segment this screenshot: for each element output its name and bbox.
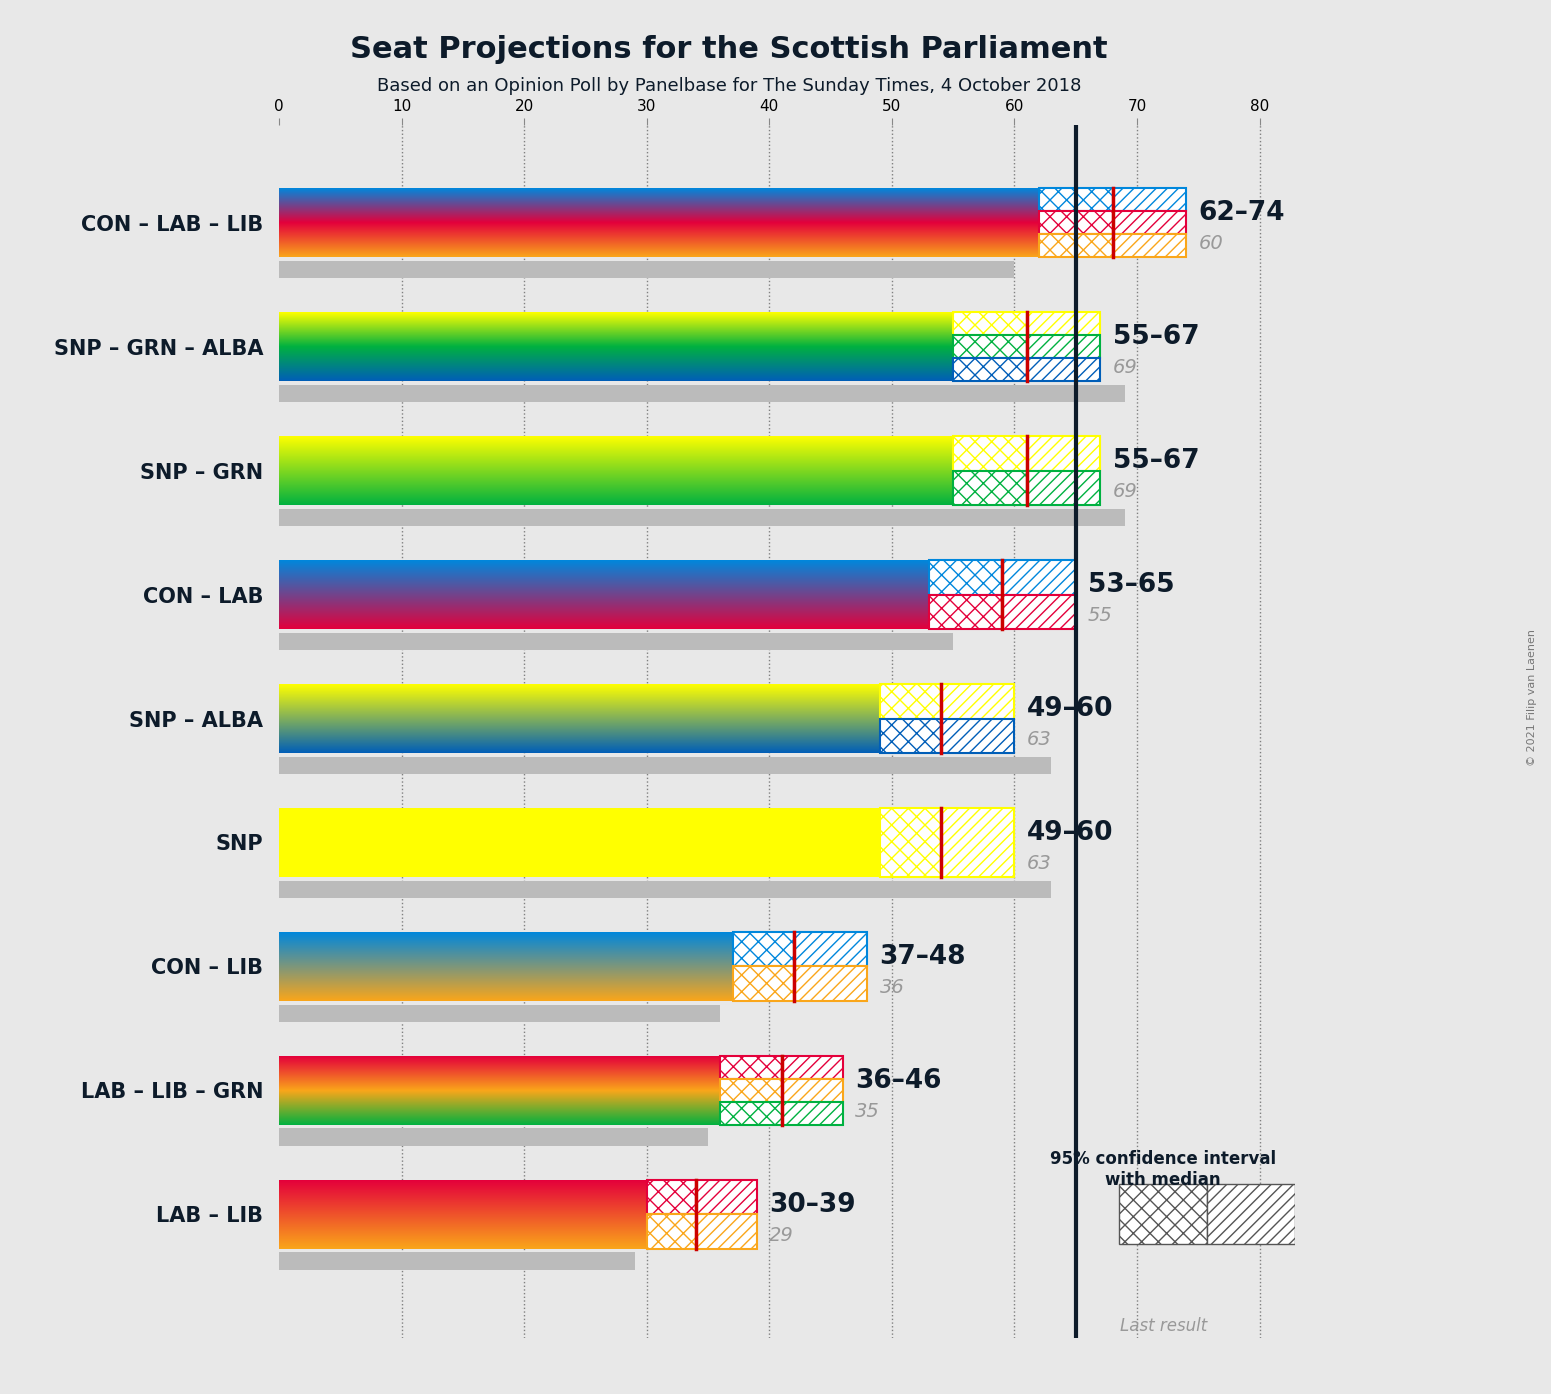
Bar [1027, 471, 1100, 505]
Bar [279, 509, 1124, 526]
Bar [1002, 595, 1076, 629]
Text: 55–67: 55–67 [1112, 447, 1199, 474]
Bar [1027, 358, 1100, 381]
Text: Seat Projections for the Scottish Parliament: Seat Projections for the Scottish Parlia… [351, 35, 1107, 64]
Bar [647, 1179, 696, 1214]
Bar [1039, 188, 1112, 212]
Bar [1027, 436, 1100, 471]
Text: 49–60: 49–60 [1027, 696, 1114, 722]
Bar [279, 261, 1014, 277]
Text: 55: 55 [1087, 606, 1112, 625]
Text: 62–74: 62–74 [1199, 201, 1284, 226]
Text: 95% confidence interval
with median: 95% confidence interval with median [1050, 1150, 1276, 1189]
Bar [279, 633, 954, 650]
Bar [1039, 234, 1112, 256]
Bar [279, 1005, 720, 1022]
Bar [732, 966, 794, 1001]
Bar [879, 718, 941, 753]
Bar [279, 1252, 634, 1270]
Bar [1027, 335, 1100, 358]
Bar [782, 1079, 842, 1101]
Bar [929, 595, 1002, 629]
Bar [794, 966, 867, 1001]
Bar [279, 385, 1124, 401]
Bar [1120, 1184, 1207, 1245]
Text: 37–48: 37–48 [879, 944, 966, 970]
Text: Last result: Last result [1120, 1317, 1207, 1335]
Bar [954, 436, 1027, 471]
Bar [1112, 188, 1187, 212]
Bar [782, 1057, 842, 1079]
Bar [279, 757, 1052, 774]
Text: 63: 63 [1027, 855, 1052, 873]
Bar [720, 1101, 782, 1125]
Bar [720, 1079, 782, 1101]
Bar [1027, 312, 1100, 335]
Bar [954, 358, 1027, 381]
Bar [696, 1179, 757, 1214]
Bar [720, 1057, 782, 1079]
Text: © 2021 Filip van Laenen: © 2021 Filip van Laenen [1528, 629, 1537, 765]
Bar [732, 933, 794, 966]
Bar [879, 684, 941, 718]
Text: 55–67: 55–67 [1112, 325, 1199, 350]
Text: 49–60: 49–60 [1027, 820, 1114, 846]
Text: 69: 69 [1112, 482, 1137, 500]
Text: 69: 69 [1112, 358, 1137, 378]
Bar [647, 1214, 696, 1249]
Bar [1207, 1184, 1295, 1245]
Bar [954, 471, 1027, 505]
Bar [941, 718, 1014, 753]
Bar [782, 1101, 842, 1125]
Bar [1039, 212, 1112, 234]
Text: 35: 35 [855, 1101, 879, 1121]
Text: 60: 60 [1199, 234, 1224, 254]
Text: 53–65: 53–65 [1087, 572, 1174, 598]
Text: Based on an Opinion Poll by Panelbase for The Sunday Times, 4 October 2018: Based on an Opinion Poll by Panelbase fo… [377, 77, 1081, 95]
Bar [954, 335, 1027, 358]
Bar [1112, 234, 1187, 256]
Bar [929, 560, 1002, 595]
Text: 36–46: 36–46 [855, 1068, 941, 1094]
Bar [879, 809, 941, 877]
Bar [941, 809, 1014, 877]
Bar [696, 1214, 757, 1249]
Bar [794, 933, 867, 966]
Text: 30–39: 30–39 [769, 1192, 856, 1218]
Bar [279, 1129, 709, 1146]
Bar [941, 684, 1014, 718]
Text: 36: 36 [879, 977, 904, 997]
Text: 63: 63 [1027, 730, 1052, 749]
Bar [954, 312, 1027, 335]
Bar [279, 881, 1052, 898]
Bar [1002, 560, 1076, 595]
Bar [1112, 212, 1187, 234]
Text: 29: 29 [769, 1225, 794, 1245]
